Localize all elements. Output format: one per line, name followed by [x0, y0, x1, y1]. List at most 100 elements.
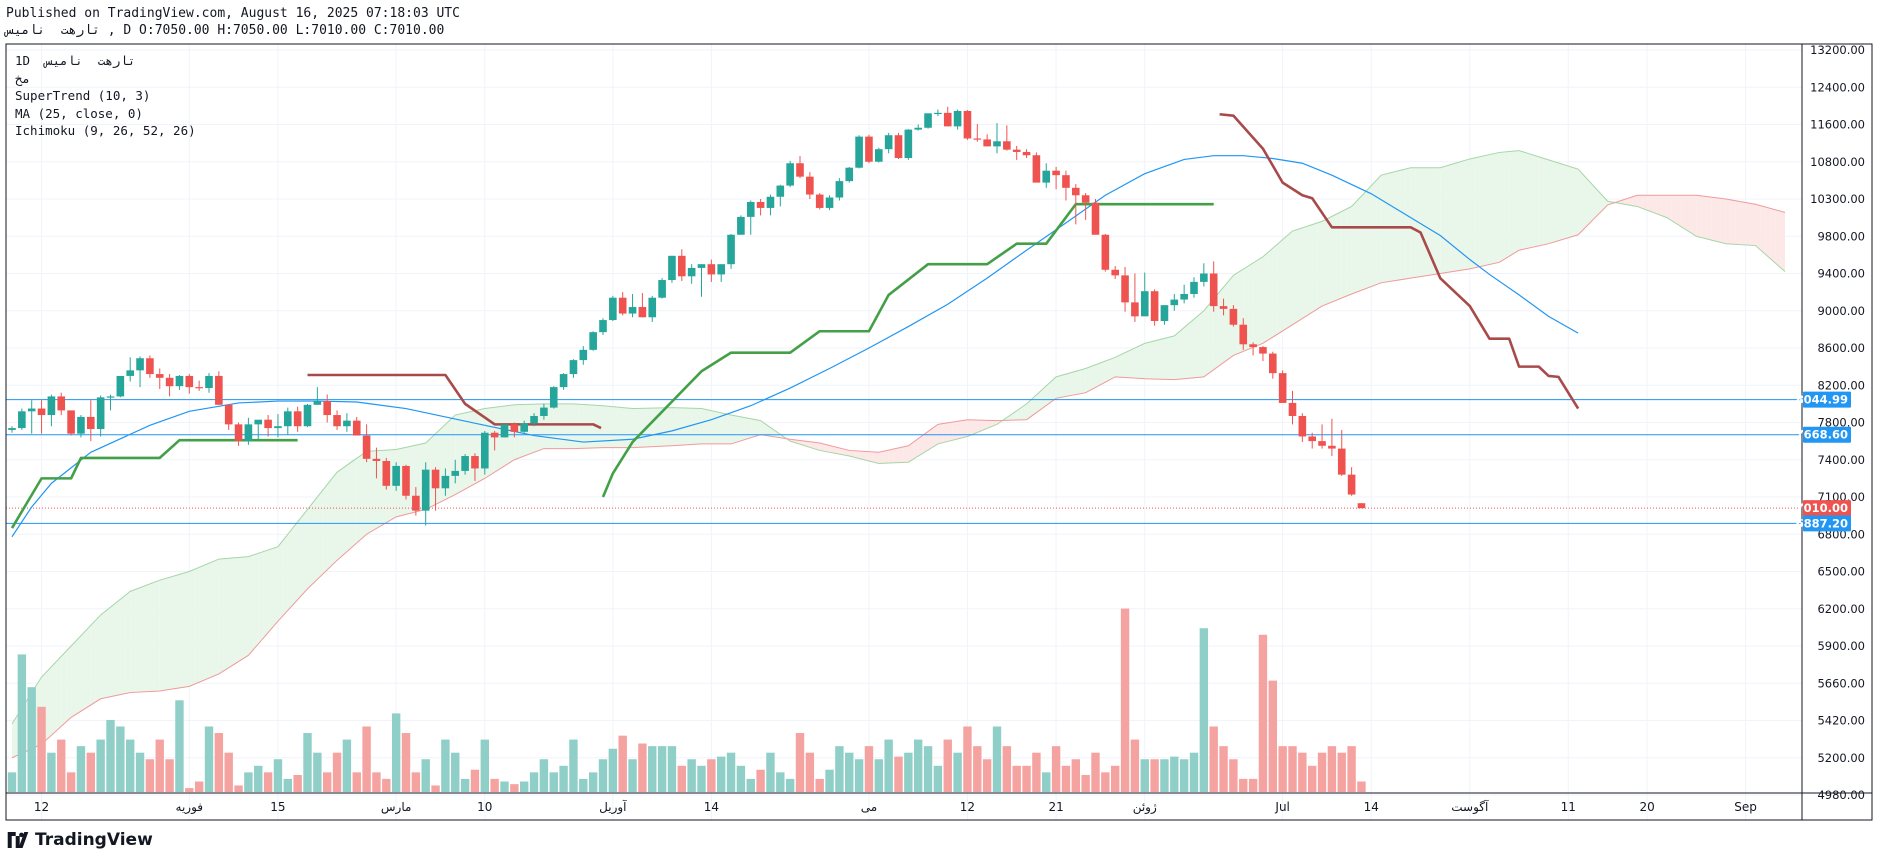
volume-bar	[1258, 634, 1268, 792]
volume-bar	[17, 654, 27, 792]
cloud-segment	[864, 451, 869, 461]
cloud-segment	[1341, 208, 1347, 299]
candle-body	[658, 280, 666, 298]
legend-ma[interactable]: MA (25, close, 0)	[15, 105, 143, 121]
time-tick-label: فوريه	[176, 800, 204, 815]
volume-bar	[303, 733, 312, 792]
cloud-segment	[1445, 164, 1451, 273]
candle-body	[707, 264, 716, 275]
cloud-segment	[1213, 293, 1219, 370]
cloud-segment	[179, 572, 185, 688]
candle-body	[1091, 202, 1100, 235]
cloud-segment	[253, 553, 259, 649]
volume-bar	[1179, 759, 1189, 792]
cloud-segment	[898, 446, 904, 463]
cloud-segment	[1464, 158, 1470, 270]
cloud-segment	[1504, 151, 1510, 260]
price-tick-label: 6200.00	[1817, 602, 1865, 616]
cloud-segment	[1351, 201, 1357, 294]
cloud-segment	[1528, 153, 1534, 249]
candle-body	[481, 432, 489, 469]
candle-body	[402, 465, 410, 496]
cloud-segment	[1479, 155, 1485, 267]
candle-body	[963, 110, 972, 139]
volume-bar	[795, 733, 805, 792]
candle-body	[1357, 503, 1366, 509]
legend-supertrend[interactable]: SuperTrend (10, 3)	[15, 88, 151, 103]
volume-bar	[431, 785, 440, 792]
senkou-span-b	[11, 194, 1786, 759]
volume-bar	[273, 759, 283, 792]
volume-bar	[1268, 680, 1277, 792]
volume-bar	[973, 746, 982, 792]
cloud-segment	[174, 574, 180, 689]
volume-bar	[1091, 752, 1100, 792]
volume-bar	[1288, 746, 1297, 792]
supertrend-down	[1219, 112, 1580, 410]
cloud-segment	[607, 406, 613, 448]
price-axis[interactable]: 13200.00 12400.00 11600.00 10800.00 10300.00…	[1810, 43, 1865, 802]
candle-body	[244, 424, 253, 442]
volume-bar	[1298, 752, 1307, 792]
cloud-segment	[1701, 195, 1707, 239]
cloud-segment	[1346, 206, 1352, 297]
candle-body	[924, 113, 932, 128]
cloud-segment	[1671, 195, 1677, 224]
candle-body	[973, 138, 982, 140]
cloud-segment	[1336, 211, 1342, 301]
candle-body	[687, 267, 696, 277]
cloud-segment	[824, 444, 830, 453]
volume-bar	[1199, 628, 1209, 792]
cloud-segment	[878, 451, 884, 464]
volume-bar	[391, 713, 401, 792]
cloud-segment	[164, 577, 170, 691]
cloud-segment	[1115, 354, 1121, 378]
cloud-segment	[1686, 195, 1692, 234]
cloud-segment	[341, 464, 347, 556]
cloud-segment	[617, 407, 623, 448]
price-tick-label: 5660.00	[1817, 676, 1865, 690]
candle-body	[894, 135, 903, 159]
tradingview-footer[interactable]: TradingView	[6, 829, 153, 851]
volume-bar	[717, 756, 726, 792]
supertrend-up	[10, 438, 298, 529]
volume-bar	[1111, 765, 1120, 792]
cloud-segment	[376, 450, 382, 529]
senkou-span-a	[11, 150, 1786, 725]
volume-bar	[687, 759, 696, 792]
cloud-segment	[1395, 170, 1401, 281]
candle-body	[766, 196, 775, 208]
cloud-segment	[1642, 195, 1648, 211]
cloud-segment	[1326, 216, 1332, 305]
cloud-segment	[534, 404, 539, 453]
cloud-segment	[105, 607, 111, 698]
volume-bar	[1170, 756, 1179, 792]
candle-body	[1101, 234, 1110, 270]
legend-ichimoku[interactable]: Ichimoku (9, 26, 52, 26)	[15, 123, 196, 138]
time-tick-label: 10	[477, 800, 492, 814]
volume-bar	[1248, 778, 1258, 792]
candle-body	[215, 375, 223, 405]
supertrend-up	[601, 202, 1214, 498]
volume-bar	[47, 752, 56, 792]
time-tick-label: 12	[34, 800, 49, 814]
cloud-segment	[80, 630, 86, 712]
time-axis[interactable]: 12 فوريه 15 مارس 10 آوريل 14 مى 12 21 ژوئن Jul 14 آگو…	[34, 799, 1757, 815]
cloud-segment	[494, 406, 500, 473]
moving-average	[11, 155, 1579, 538]
candle-body	[471, 456, 479, 469]
cloud-segment	[51, 661, 57, 736]
cloud-segment	[346, 460, 352, 552]
cloud-segment	[1174, 331, 1180, 380]
candle-body	[756, 201, 765, 208]
volume-bar	[904, 752, 913, 792]
price-badge-label: 7668.60	[1796, 428, 1848, 442]
cloud-segment	[1356, 196, 1362, 293]
volume-bar	[1032, 752, 1041, 792]
cloud-segment	[844, 449, 850, 457]
cloud-segment	[647, 408, 653, 447]
candle-body	[579, 349, 588, 361]
candle-body	[1269, 353, 1277, 374]
cloud-segment	[1740, 201, 1746, 245]
